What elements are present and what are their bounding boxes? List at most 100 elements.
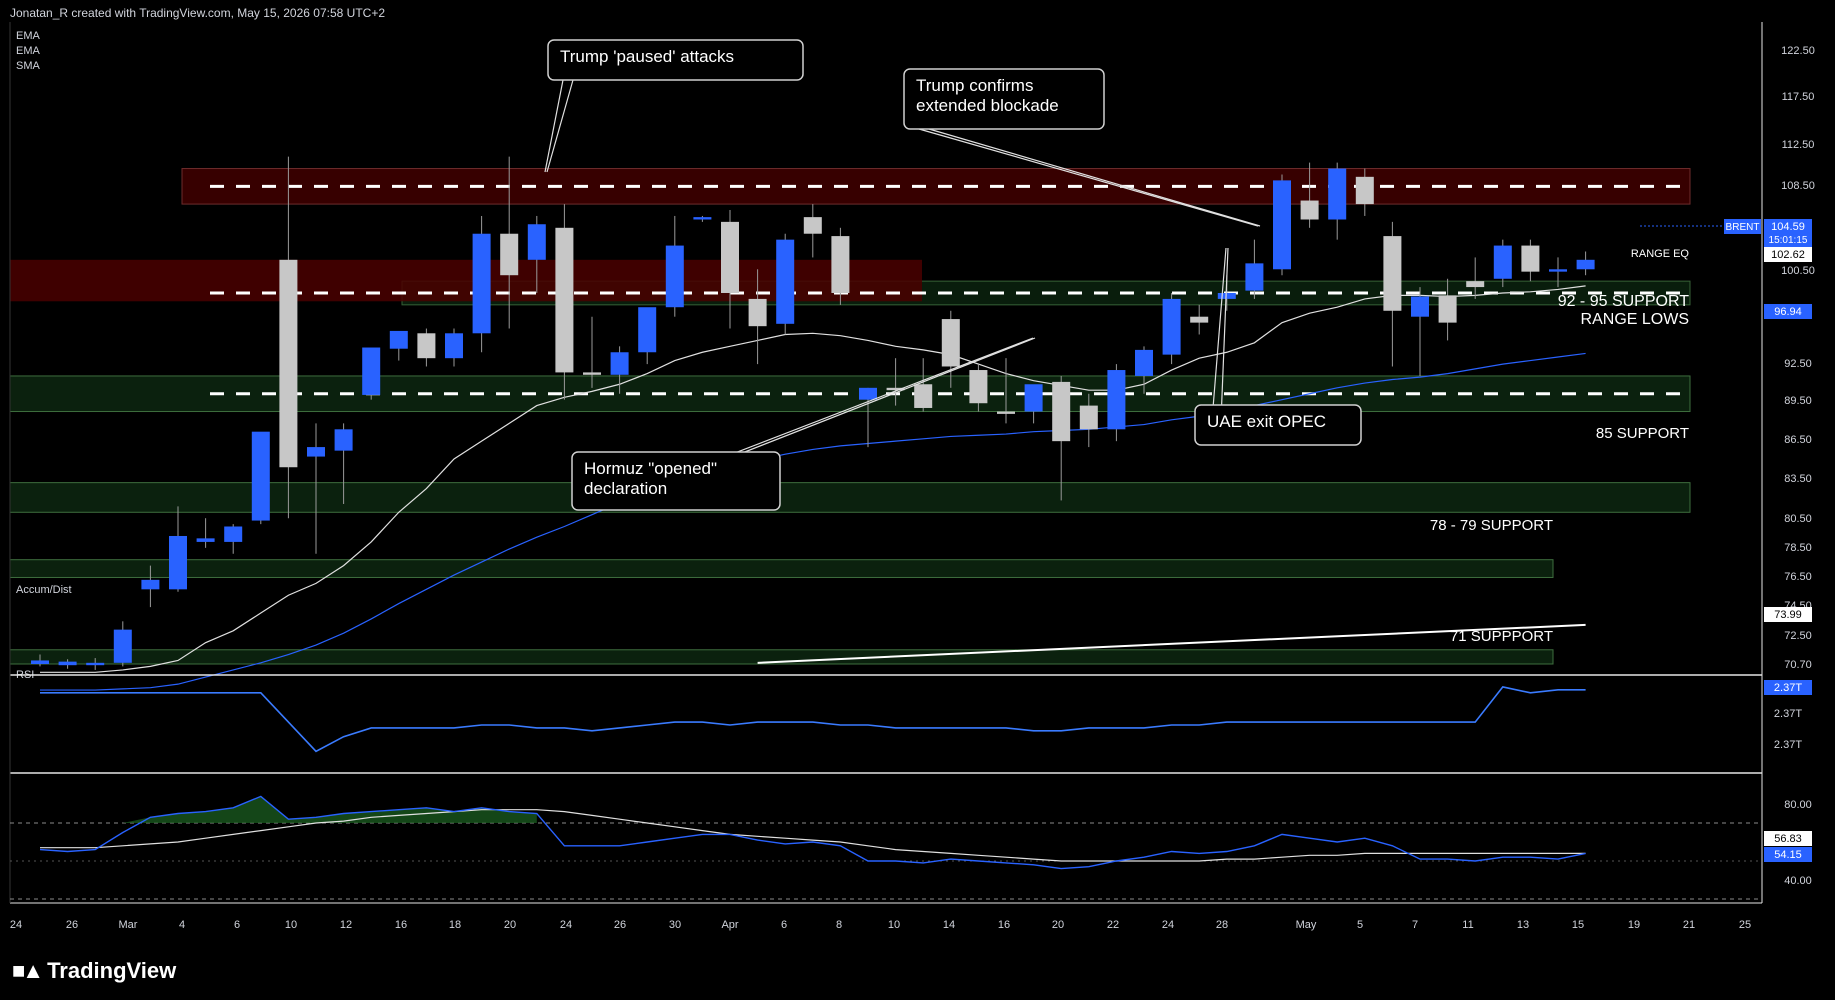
candle-body bbox=[1493, 245, 1512, 279]
candle[interactable] bbox=[1521, 239, 1540, 282]
candle[interactable] bbox=[1328, 162, 1347, 240]
candle[interactable] bbox=[914, 358, 933, 412]
candle-body bbox=[583, 372, 601, 375]
candle-body bbox=[638, 307, 657, 353]
time-axis-tick: 15 bbox=[1572, 919, 1584, 931]
candle-body bbox=[1300, 200, 1319, 220]
candle-body bbox=[472, 233, 491, 334]
candle[interactable] bbox=[224, 524, 243, 554]
candle[interactable] bbox=[583, 316, 601, 388]
candle[interactable] bbox=[1383, 221, 1402, 367]
candle-body bbox=[776, 239, 795, 324]
ema-fast-value-tag-bg bbox=[1764, 247, 1812, 262]
candle[interactable] bbox=[445, 328, 463, 367]
candle[interactable] bbox=[693, 215, 712, 222]
ema-label-2[interactable]: EMA bbox=[16, 45, 40, 57]
candle[interactable] bbox=[1135, 346, 1153, 394]
candle[interactable] bbox=[859, 387, 877, 448]
candle[interactable] bbox=[500, 156, 519, 329]
candle-body bbox=[721, 221, 739, 293]
candle[interactable] bbox=[251, 431, 270, 525]
brent-symbol-tag-bg bbox=[1724, 219, 1761, 234]
time-axis-tick: 30 bbox=[669, 919, 681, 931]
candle[interactable] bbox=[721, 210, 739, 329]
sma-label[interactable]: SMA bbox=[16, 60, 40, 72]
candle[interactable] bbox=[665, 215, 684, 317]
candle[interactable] bbox=[362, 347, 381, 400]
candle[interactable] bbox=[1466, 257, 1485, 299]
chart-attribution: Jonatan_R created with TradingView.com, … bbox=[10, 6, 385, 20]
hormuz-callout: Hormuz "opened"declaration bbox=[571, 337, 1036, 511]
time-axis-tick: 20 bbox=[504, 919, 516, 931]
hormuz-callout-box bbox=[571, 451, 781, 511]
candle[interactable] bbox=[196, 518, 215, 548]
candle[interactable] bbox=[1493, 239, 1512, 288]
candle[interactable] bbox=[113, 621, 132, 667]
candle-body bbox=[113, 629, 132, 663]
candle[interactable] bbox=[803, 204, 822, 258]
candle[interactable] bbox=[1300, 162, 1319, 228]
trump-blockade-text-2: extended blockade bbox=[916, 96, 1059, 115]
candle[interactable] bbox=[417, 328, 436, 367]
rsi-value-tag-text: 56.83 bbox=[1774, 833, 1802, 845]
candle[interactable] bbox=[31, 654, 49, 667]
candle[interactable] bbox=[1162, 292, 1181, 365]
candle-body bbox=[803, 217, 822, 234]
candle[interactable] bbox=[1549, 257, 1567, 288]
trump-paused-text: Trump 'paused' attacks bbox=[560, 47, 734, 66]
time-axis-tick: 6 bbox=[234, 919, 240, 931]
candle-body bbox=[555, 227, 574, 373]
candle-body bbox=[31, 660, 49, 664]
price-axis-tick: 92.50 bbox=[1784, 358, 1812, 370]
accum-dist-label[interactable]: Accum/Dist bbox=[16, 584, 72, 596]
tradingview-logo[interactable]: ■▲ TradingView bbox=[12, 958, 176, 984]
candle[interactable] bbox=[776, 233, 795, 335]
candle[interactable] bbox=[1024, 384, 1043, 424]
candle-body bbox=[1466, 281, 1485, 288]
candle[interactable] bbox=[141, 565, 160, 608]
candle[interactable] bbox=[389, 330, 408, 361]
price-axis-tick: 86.50 bbox=[1784, 434, 1812, 446]
candle[interactable] bbox=[307, 423, 325, 554]
candle[interactable] bbox=[527, 215, 546, 293]
candle[interactable] bbox=[1438, 278, 1457, 341]
time-axis-tick: 14 bbox=[943, 919, 955, 931]
candle[interactable] bbox=[969, 364, 988, 412]
candle[interactable] bbox=[279, 156, 298, 519]
sma-line bbox=[757, 623, 1586, 664]
candle[interactable] bbox=[638, 307, 657, 365]
tradingview-logo-icon: ■▲ bbox=[12, 958, 44, 983]
rsi-axis-tick: 80.00 bbox=[1784, 799, 1812, 811]
candle[interactable] bbox=[886, 358, 905, 406]
uae-opec-callout: UAE exit OPEC bbox=[1194, 247, 1362, 446]
candle[interactable] bbox=[1411, 287, 1429, 376]
candle-body bbox=[1217, 292, 1236, 299]
candle[interactable] bbox=[997, 358, 1015, 424]
candle[interactable] bbox=[941, 310, 960, 388]
candle[interactable] bbox=[472, 215, 491, 353]
candle[interactable] bbox=[1052, 375, 1071, 501]
candle[interactable] bbox=[169, 506, 187, 592]
price-axis-tick: 83.50 bbox=[1784, 473, 1812, 485]
candle[interactable] bbox=[86, 658, 105, 670]
candle[interactable] bbox=[1190, 304, 1209, 335]
candle[interactable] bbox=[831, 227, 850, 305]
time-axis-tick: 24 bbox=[1162, 919, 1174, 931]
candle[interactable] bbox=[748, 269, 767, 365]
candle[interactable] bbox=[1576, 251, 1595, 276]
candle[interactable] bbox=[555, 204, 574, 400]
candle[interactable] bbox=[58, 659, 77, 669]
ema-label-1[interactable]: EMA bbox=[16, 30, 40, 42]
candle[interactable] bbox=[1079, 393, 1098, 448]
candle-body bbox=[1245, 263, 1264, 291]
candle[interactable] bbox=[610, 346, 629, 394]
candle[interactable] bbox=[1245, 239, 1264, 299]
candle[interactable] bbox=[1355, 168, 1374, 216]
candle[interactable] bbox=[1107, 364, 1126, 442]
time-axis-tick: 6 bbox=[781, 919, 787, 931]
candle-body bbox=[417, 333, 436, 359]
candle[interactable] bbox=[334, 423, 353, 504]
candle-body bbox=[58, 661, 77, 666]
candle[interactable] bbox=[1273, 174, 1291, 276]
